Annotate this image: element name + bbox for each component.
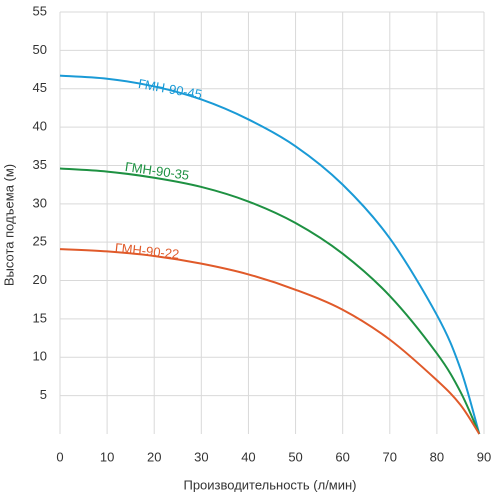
y-tick-label: 15 (33, 310, 47, 325)
x-tick-label: 70 (383, 449, 397, 464)
y-tick-label: 40 (33, 119, 47, 134)
y-axis-title: Высота подъема (м) (1, 164, 16, 286)
y-tick-label: 30 (33, 195, 47, 210)
x-tick-label: 50 (288, 449, 302, 464)
y-tick-label: 35 (33, 157, 47, 172)
x-tick-label: 40 (241, 449, 255, 464)
series-line (59, 167, 481, 435)
y-tick-label: 50 (33, 42, 47, 57)
x-tick-label: 20 (147, 449, 161, 464)
series-label: ГМН-90-45 (137, 76, 203, 102)
series-line (59, 74, 481, 435)
series-label: ГМН-90-22 (114, 240, 180, 262)
y-tick-label: 25 (33, 234, 47, 249)
x-axis-title: Производительность (л/мин) (183, 477, 356, 492)
series-line (59, 248, 481, 435)
x-tick-label: 80 (430, 449, 444, 464)
y-tick-label: 20 (33, 272, 47, 287)
y-tick-label: 55 (33, 3, 47, 18)
x-tick-label: 90 (477, 449, 491, 464)
x-tick-label: 60 (335, 449, 349, 464)
x-tick-label: 30 (194, 449, 208, 464)
y-tick-label: 45 (33, 80, 47, 95)
x-tick-label: 10 (100, 449, 114, 464)
series-label: ГМН-90-35 (124, 159, 190, 183)
y-tick-label: 10 (33, 349, 47, 364)
x-tick-label: 0 (56, 449, 63, 464)
y-tick-label: 5 (40, 387, 47, 402)
